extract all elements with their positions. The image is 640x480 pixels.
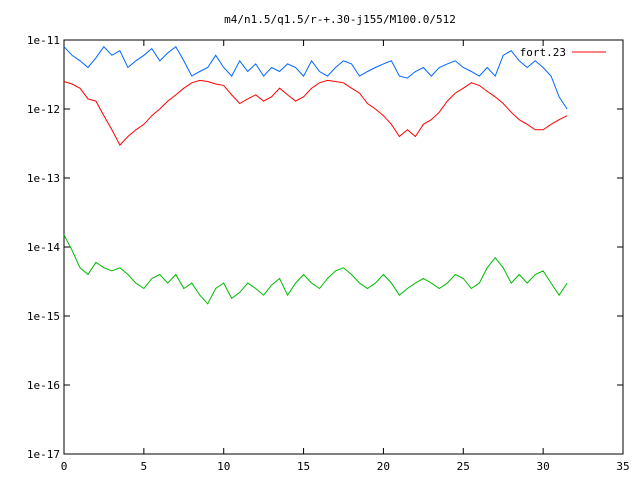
series-line-2 (63, 45, 568, 110)
y-tick-label: 1e-17 (27, 448, 60, 461)
x-tick-label: 25 (457, 460, 470, 473)
y-tick-label: 1e-13 (27, 172, 60, 185)
x-tick-label: 20 (377, 460, 390, 473)
x-tick-label: 0 (61, 460, 68, 473)
x-tick-label: 30 (537, 460, 550, 473)
chart-title: m4/n1.5/q1.5/r-+.30-j155/M100.0/512 (224, 13, 456, 26)
plot-frame (63, 39, 624, 455)
y-tick-label: 1e-11 (27, 34, 60, 47)
series-line-3 (63, 234, 568, 305)
y-tick-label: 1e-16 (27, 379, 60, 392)
series-group (63, 45, 568, 305)
x-tick-label: 35 (616, 460, 629, 473)
series-line-1 (63, 79, 568, 146)
legend-label: fort.23 (520, 46, 566, 59)
x-tick-label: 5 (141, 460, 148, 473)
axis-ticks: 0 5 10 15 20 25 30 35 1e-17 1e-16 1e-15 1e-14 1e-13 1… (27, 34, 630, 473)
x-tick-label: 15 (297, 460, 310, 473)
y-tick-label: 1e-14 (27, 241, 60, 254)
legend: fort.23 (520, 46, 606, 59)
y-tick-label: 1e-12 (27, 103, 60, 116)
x-tick-label: 10 (217, 460, 230, 473)
y-tick-label: 1e-15 (27, 310, 60, 323)
